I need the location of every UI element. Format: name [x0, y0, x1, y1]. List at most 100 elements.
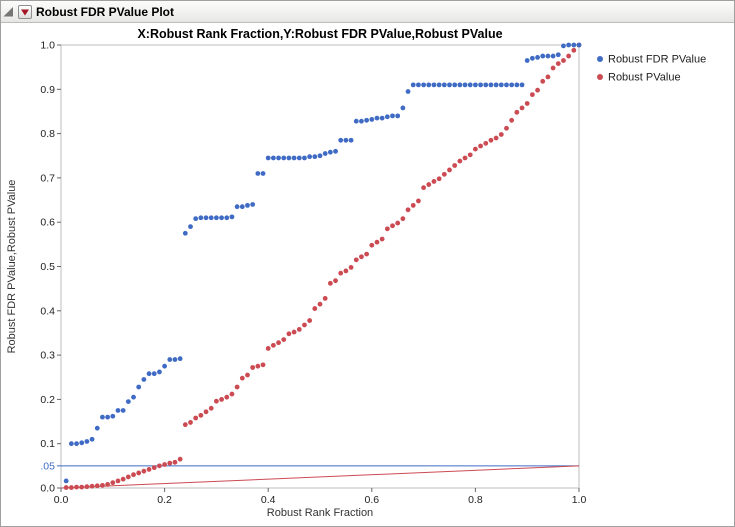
data-point[interactable] — [302, 155, 307, 161]
data-point[interactable] — [395, 220, 401, 226]
data-point[interactable] — [224, 215, 230, 221]
data-point[interactable] — [488, 137, 494, 143]
data-point[interactable] — [431, 179, 437, 184]
data-point[interactable] — [94, 425, 100, 431]
data-point[interactable] — [436, 82, 442, 88]
data-point[interactable] — [63, 485, 69, 490]
data-point[interactable] — [286, 331, 292, 337]
data-point[interactable] — [260, 171, 266, 176]
data-point[interactable] — [182, 230, 188, 236]
data-point[interactable] — [250, 365, 256, 370]
data-point[interactable] — [245, 372, 250, 378]
data-point[interactable] — [498, 82, 504, 88]
data-point[interactable] — [193, 216, 199, 222]
data-point[interactable] — [120, 476, 126, 482]
data-point[interactable] — [162, 363, 168, 369]
data-point[interactable] — [410, 202, 416, 208]
data-point[interactable] — [105, 482, 111, 487]
data-point[interactable] — [84, 439, 90, 444]
data-point[interactable] — [452, 163, 458, 168]
data-point[interactable] — [571, 42, 577, 48]
data-point[interactable] — [214, 398, 219, 404]
data-point[interactable] — [457, 158, 463, 164]
data-point[interactable] — [343, 268, 349, 274]
data-point[interactable] — [219, 215, 224, 221]
data-point[interactable] — [182, 422, 188, 428]
data-point[interactable] — [483, 140, 489, 146]
data-point[interactable] — [146, 371, 152, 377]
data-point[interactable] — [441, 171, 447, 177]
chart-svg[interactable]: 1.0 0.9 0.8 0.7 0.6 0.5 0.4 0.3 0.2 0.1 .05 0.00.0 0… — [1, 23, 734, 526]
data-point[interactable] — [447, 82, 452, 88]
data-point[interactable] — [245, 202, 250, 208]
data-point[interactable] — [151, 465, 157, 471]
data-point[interactable] — [462, 82, 468, 88]
data-point[interactable] — [514, 82, 520, 88]
data-point[interactable] — [384, 114, 390, 120]
data-point[interactable] — [566, 53, 572, 59]
data-point[interactable] — [535, 55, 540, 60]
data-point[interactable] — [110, 480, 116, 486]
data-point[interactable] — [467, 82, 473, 88]
data-point[interactable] — [125, 399, 131, 405]
data-point[interactable] — [105, 414, 111, 420]
data-point[interactable] — [110, 413, 116, 419]
data-point[interactable] — [239, 375, 245, 381]
data-point[interactable] — [94, 483, 100, 489]
data-point[interactable] — [265, 346, 271, 351]
data-point[interactable] — [467, 152, 473, 158]
data-point[interactable] — [270, 342, 276, 348]
data-point[interactable] — [296, 155, 302, 161]
data-point[interactable] — [265, 155, 271, 161]
data-point[interactable] — [255, 171, 261, 176]
data-point[interactable] — [478, 143, 483, 149]
data-point[interactable] — [421, 82, 426, 88]
data-point[interactable] — [167, 357, 173, 362]
data-point[interactable] — [224, 394, 230, 400]
data-point[interactable] — [74, 484, 79, 490]
data-point[interactable] — [343, 137, 349, 143]
data-point[interactable] — [157, 463, 162, 469]
data-point[interactable] — [395, 113, 401, 119]
data-point[interactable] — [291, 329, 297, 335]
plot-frame[interactable] — [60, 44, 580, 489]
data-point[interactable] — [79, 440, 85, 446]
data-point[interactable] — [100, 482, 105, 488]
data-point[interactable] — [291, 155, 297, 161]
data-point[interactable] — [255, 363, 261, 369]
data-point[interactable] — [302, 322, 307, 328]
data-point[interactable] — [452, 82, 458, 88]
data-point[interactable] — [478, 82, 483, 88]
data-point[interactable] — [276, 340, 281, 346]
data-point[interactable] — [198, 215, 204, 221]
data-point[interactable] — [203, 215, 209, 221]
data-point[interactable] — [136, 384, 142, 390]
data-point[interactable] — [307, 318, 313, 323]
data-point[interactable] — [89, 483, 95, 489]
data-point[interactable] — [63, 478, 69, 484]
data-point[interactable] — [550, 53, 556, 59]
data-point[interactable] — [141, 377, 147, 382]
data-point[interactable] — [100, 414, 105, 420]
data-point[interactable] — [379, 236, 385, 242]
legend-item[interactable]: Robust FDR PValue — [597, 54, 706, 66]
data-point[interactable] — [400, 105, 406, 111]
data-point[interactable] — [509, 117, 515, 123]
data-point[interactable] — [141, 468, 147, 474]
data-point[interactable] — [416, 198, 421, 204]
data-point[interactable] — [348, 137, 354, 143]
data-point[interactable] — [157, 369, 162, 375]
data-point[interactable] — [146, 466, 152, 472]
data-point[interactable] — [68, 485, 74, 490]
data-point[interactable] — [514, 109, 520, 115]
data-point[interactable] — [115, 478, 121, 484]
data-point[interactable] — [359, 118, 364, 124]
data-point[interactable] — [431, 82, 437, 88]
data-point[interactable] — [374, 115, 380, 121]
data-point[interactable] — [115, 408, 121, 413]
data-point[interactable] — [462, 155, 468, 161]
data-point[interactable] — [322, 295, 328, 301]
data-point[interactable] — [529, 92, 535, 98]
data-point[interactable] — [555, 61, 561, 67]
data-point[interactable] — [545, 53, 551, 59]
